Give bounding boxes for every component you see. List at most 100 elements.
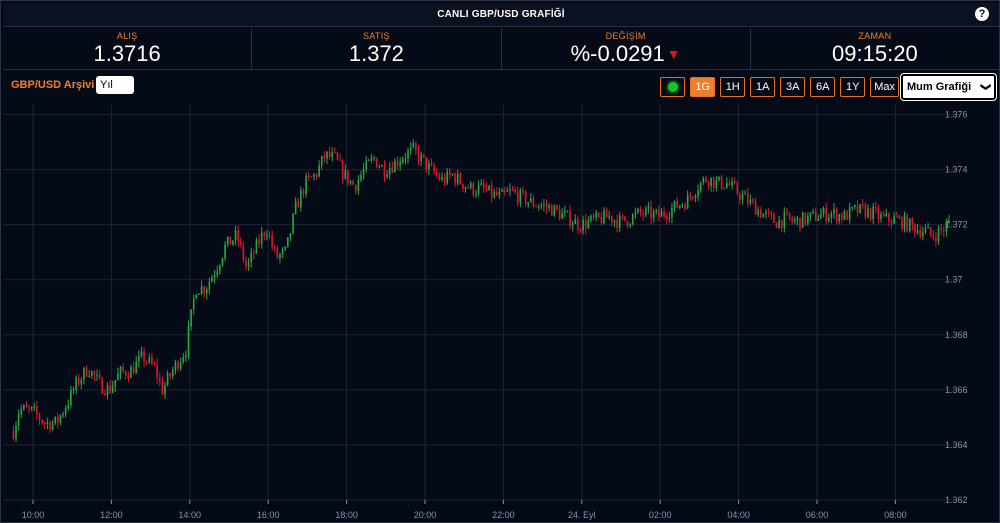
candle-body — [830, 213, 833, 218]
archive-label: GBP/USD Arşivi — [11, 79, 95, 91]
range-button-1h[interactable]: 1H — [720, 77, 746, 97]
y-tick-label: 1.376 — [945, 110, 968, 120]
range-button-1g[interactable]: 1G — [690, 77, 716, 97]
candle-body — [919, 230, 922, 237]
bid-value: 1.3716 — [93, 41, 161, 66]
range-button-6a[interactable]: 6A — [810, 77, 836, 97]
candle-body — [114, 380, 117, 387]
candle-body — [467, 187, 469, 189]
candlestick-chart[interactable]: 1.376 1.374 1.372 1.37 1.368 1.366 1.364 1.362 1… — [3, 105, 999, 522]
candle-body — [859, 204, 861, 213]
candle-body — [446, 171, 449, 184]
candle-body — [566, 210, 569, 212]
range-button-1a[interactable]: 1A — [750, 77, 776, 97]
candle-body — [242, 244, 245, 260]
candle-body — [334, 152, 336, 154]
candle-body — [205, 289, 208, 294]
candle-body — [360, 174, 362, 180]
candle-body — [286, 236, 289, 247]
candle-body — [893, 216, 895, 224]
candle-body — [553, 205, 556, 216]
range-button-1y[interactable]: 1Y — [840, 77, 866, 97]
candle-body — [158, 378, 161, 381]
candle-body — [352, 180, 354, 185]
candle-body — [665, 216, 668, 219]
candle-body — [556, 205, 558, 210]
candle-body — [417, 150, 420, 162]
year-select[interactable]: Yıl — [96, 76, 134, 94]
candle-body — [712, 177, 715, 188]
candle-body — [874, 206, 877, 209]
candle-body — [409, 146, 412, 151]
candle-body — [744, 193, 746, 195]
candle-body — [375, 157, 378, 168]
candle-body — [200, 286, 203, 294]
chart-type-select[interactable]: Mum Grafiği ❯ — [900, 73, 997, 101]
candle-body — [75, 377, 77, 390]
candle-body — [271, 235, 273, 247]
candle-body — [441, 176, 443, 180]
candle-body — [767, 212, 770, 214]
candle-body — [349, 180, 352, 184]
candle-body — [148, 357, 151, 363]
candle-body — [848, 207, 851, 220]
candle-body — [80, 379, 83, 385]
candle-body — [516, 191, 519, 203]
candle-body — [404, 158, 407, 160]
candle-body — [895, 216, 898, 218]
candle-body — [660, 211, 663, 217]
candle-body — [245, 259, 247, 267]
candle-body — [788, 212, 791, 219]
candle-body — [239, 241, 242, 245]
candle-body — [135, 361, 138, 374]
candle-body — [809, 212, 812, 216]
candle-body — [558, 209, 561, 219]
candle-body — [425, 157, 428, 170]
candle-body — [394, 160, 396, 173]
candle-body — [605, 210, 608, 218]
x-tick-label: 06:00 — [806, 510, 829, 520]
candle-body — [935, 237, 937, 242]
candle-body — [543, 204, 545, 206]
candle-body — [88, 376, 90, 378]
candle-body — [198, 293, 200, 295]
candle-body — [381, 165, 383, 167]
live-toggle-button[interactable] — [660, 77, 686, 97]
candle-body — [736, 183, 739, 194]
candle-body — [569, 210, 571, 227]
candle-body — [611, 215, 613, 223]
candle-body — [799, 217, 801, 228]
candle-body — [673, 200, 676, 208]
candle-body — [710, 177, 712, 187]
candle-body — [537, 206, 540, 208]
candle-body — [655, 209, 658, 212]
candle-body — [658, 209, 660, 217]
candle-body — [140, 351, 143, 356]
candle-body — [172, 369, 174, 376]
x-tick-label: 14:00 — [179, 510, 202, 520]
candle-body — [36, 406, 38, 415]
candle-body — [250, 252, 253, 262]
candle-body — [464, 187, 467, 189]
candle-body — [428, 163, 430, 170]
candle-body — [535, 206, 537, 208]
candle-body — [631, 214, 634, 225]
candle-body — [835, 208, 838, 221]
candle-body — [203, 286, 205, 294]
candle-body — [443, 176, 446, 184]
candle-body — [98, 374, 101, 379]
candle-body — [185, 354, 187, 357]
candle-body — [124, 371, 127, 377]
range-button-max[interactable]: Max — [870, 77, 899, 97]
help-icon[interactable]: ? — [975, 7, 989, 21]
candle-body — [595, 212, 597, 218]
candle-body — [629, 224, 631, 226]
candle-body — [519, 189, 522, 203]
candle-body — [624, 215, 626, 221]
range-button-3a[interactable]: 3A — [780, 77, 806, 97]
candle-body — [726, 183, 728, 188]
candle-body — [83, 367, 85, 380]
time-quote: ZAMAN 09:15:20 — [751, 28, 999, 69]
chart-toolbar: GBP/USD Arşivi Yıl 1G 1H 1A 3A 6A 1Y Max… — [3, 71, 999, 103]
candle-body — [156, 364, 158, 379]
